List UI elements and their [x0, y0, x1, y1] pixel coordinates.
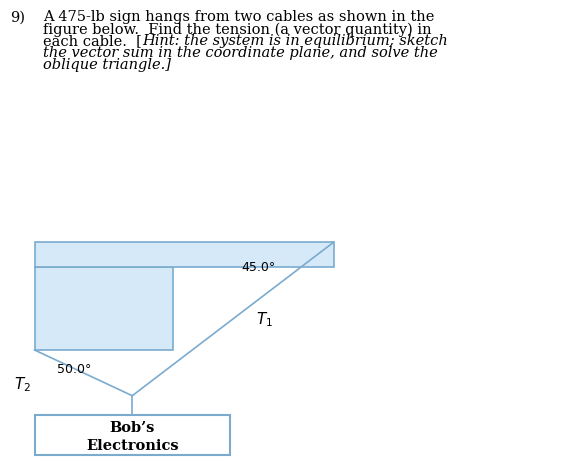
Text: Electronics: Electronics	[86, 438, 179, 452]
Text: 45.0°: 45.0°	[242, 261, 276, 274]
Text: Hint: the system is in equilibrium; sketch: Hint: the system is in equilibrium; sket…	[143, 34, 448, 48]
Text: figure below.  Find the tension (a vector quantity) in: figure below. Find the tension (a vector…	[43, 22, 432, 37]
Text: each cable.  [: each cable. [	[43, 34, 142, 48]
Polygon shape	[34, 243, 334, 267]
Text: 50.0°: 50.0°	[58, 363, 92, 375]
Text: $T_2$: $T_2$	[14, 375, 32, 393]
Bar	[34, 415, 230, 455]
Text: A 475-lb sign hangs from two cables as shown in the: A 475-lb sign hangs from two cables as s…	[43, 10, 435, 24]
Text: 9): 9)	[10, 10, 25, 24]
Text: Bob’s: Bob’s	[110, 420, 155, 434]
Polygon shape	[34, 267, 172, 350]
Text: $T_1$: $T_1$	[256, 310, 273, 329]
Text: the vector sum in the coordinate plane, and solve the: the vector sum in the coordinate plane, …	[43, 46, 438, 60]
Text: oblique triangle.]: oblique triangle.]	[43, 58, 171, 72]
